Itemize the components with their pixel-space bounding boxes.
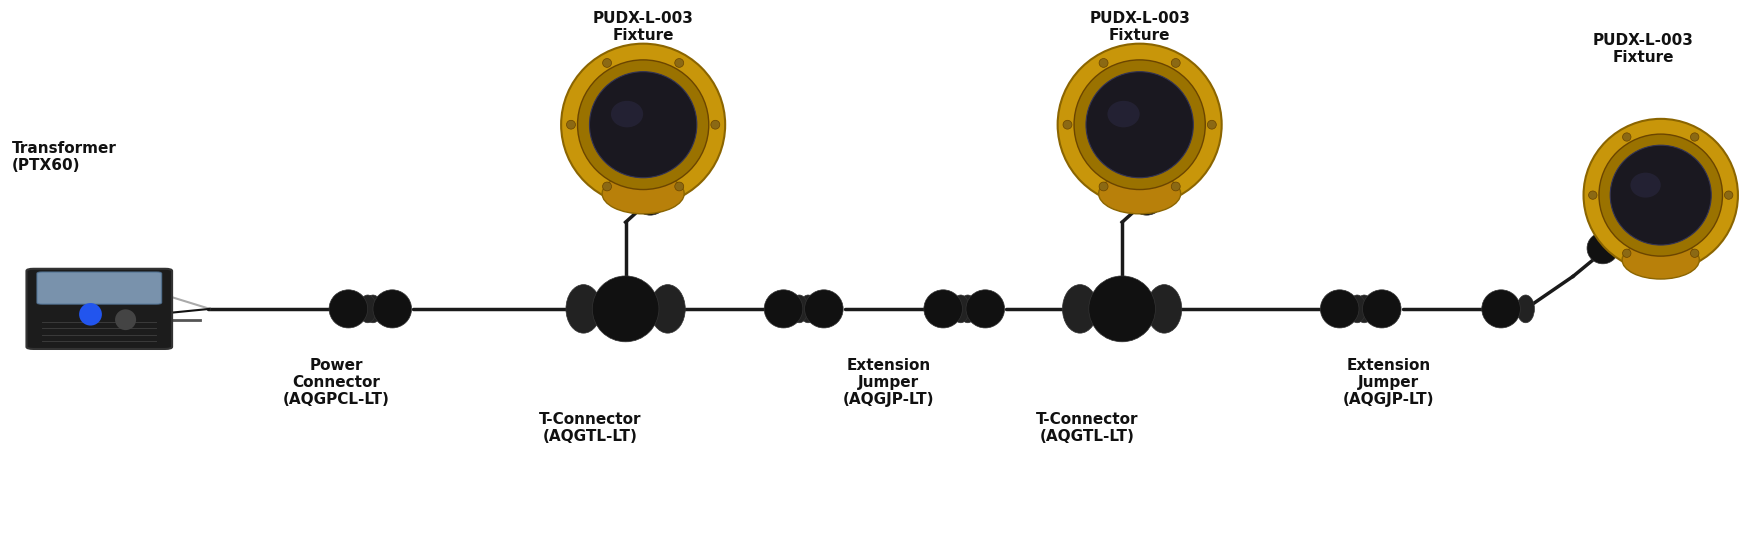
Ellipse shape [1348, 295, 1366, 323]
Ellipse shape [1098, 58, 1109, 67]
Ellipse shape [373, 290, 412, 328]
Ellipse shape [359, 295, 377, 323]
Text: T-Connector
(AQGTL-LT): T-Connector (AQGTL-LT) [539, 412, 642, 444]
Ellipse shape [790, 295, 808, 323]
Ellipse shape [114, 309, 136, 330]
Ellipse shape [1207, 120, 1216, 129]
Ellipse shape [649, 284, 685, 333]
Ellipse shape [602, 182, 611, 191]
Ellipse shape [1610, 145, 1711, 245]
Ellipse shape [329, 290, 368, 328]
Ellipse shape [632, 180, 667, 215]
Ellipse shape [764, 290, 803, 328]
Ellipse shape [1130, 180, 1163, 215]
Ellipse shape [561, 43, 725, 206]
Text: PUDX-L-003
Fixture: PUDX-L-003 Fixture [1593, 32, 1693, 65]
Ellipse shape [1362, 290, 1401, 328]
Ellipse shape [924, 290, 963, 328]
FancyBboxPatch shape [37, 272, 162, 304]
Ellipse shape [952, 295, 970, 323]
Ellipse shape [674, 58, 683, 67]
Ellipse shape [567, 284, 602, 333]
Ellipse shape [1058, 43, 1221, 206]
Ellipse shape [611, 101, 642, 128]
Ellipse shape [1482, 290, 1521, 328]
Ellipse shape [1320, 290, 1359, 328]
Ellipse shape [1098, 182, 1109, 191]
Ellipse shape [1086, 72, 1193, 178]
Text: Transformer
(PTX60): Transformer (PTX60) [12, 141, 116, 173]
Text: PUDX-L-003
Fixture: PUDX-L-003 Fixture [1089, 11, 1190, 43]
Ellipse shape [799, 295, 817, 323]
Ellipse shape [1588, 233, 1619, 264]
Ellipse shape [1691, 133, 1698, 141]
Ellipse shape [1098, 173, 1181, 214]
Ellipse shape [593, 276, 658, 342]
FancyBboxPatch shape [26, 269, 172, 349]
Ellipse shape [1074, 60, 1206, 190]
Ellipse shape [1623, 241, 1700, 279]
Ellipse shape [1691, 249, 1698, 257]
Ellipse shape [1063, 120, 1072, 129]
Ellipse shape [711, 120, 720, 129]
Ellipse shape [364, 295, 382, 323]
Ellipse shape [1089, 276, 1156, 342]
Text: T-Connector
(AQGTL-LT): T-Connector (AQGTL-LT) [1037, 412, 1139, 444]
Ellipse shape [1107, 101, 1140, 128]
Ellipse shape [959, 295, 977, 323]
Ellipse shape [567, 120, 576, 129]
Ellipse shape [966, 290, 1005, 328]
Ellipse shape [79, 303, 102, 326]
Ellipse shape [1589, 191, 1596, 199]
Ellipse shape [1725, 191, 1734, 199]
Text: PUDX-L-003
Fixture: PUDX-L-003 Fixture [593, 11, 693, 43]
Ellipse shape [804, 290, 843, 328]
Ellipse shape [577, 60, 709, 190]
Text: Power
Connector
(AQGPCL-LT): Power Connector (AQGPCL-LT) [283, 358, 389, 408]
Ellipse shape [1063, 284, 1098, 333]
Ellipse shape [1355, 295, 1373, 323]
Ellipse shape [590, 72, 697, 178]
Ellipse shape [1170, 182, 1181, 191]
Text: Extension
Jumper
(AQGJP-LT): Extension Jumper (AQGJP-LT) [843, 358, 935, 408]
Ellipse shape [602, 173, 685, 214]
Ellipse shape [1630, 173, 1661, 197]
Ellipse shape [1623, 133, 1632, 141]
Ellipse shape [674, 182, 683, 191]
Ellipse shape [1623, 249, 1632, 257]
Ellipse shape [1170, 58, 1181, 67]
Ellipse shape [1600, 134, 1723, 256]
Ellipse shape [1148, 284, 1181, 333]
Text: Extension
Jumper
(AQGJP-LT): Extension Jumper (AQGJP-LT) [1343, 358, 1434, 408]
Ellipse shape [1584, 119, 1737, 271]
Ellipse shape [602, 58, 611, 67]
Ellipse shape [1517, 295, 1535, 323]
